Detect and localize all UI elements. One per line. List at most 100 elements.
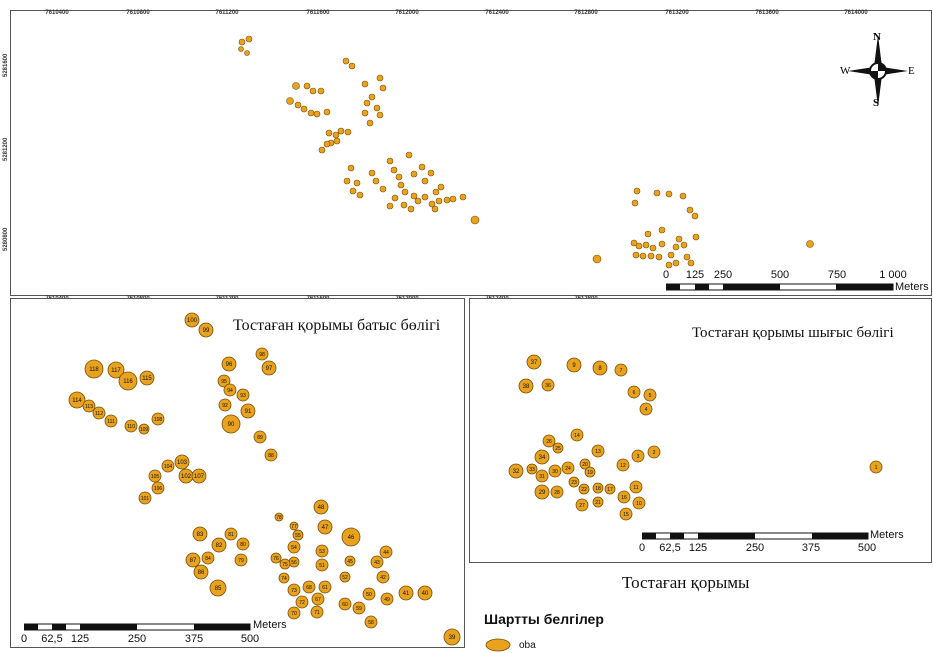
mound-label: 70 bbox=[291, 611, 297, 617]
mound-marker bbox=[278, 572, 290, 584]
mound-label: 10 bbox=[636, 501, 642, 507]
mound-marker bbox=[578, 483, 590, 495]
y-tick-label: 5281200 bbox=[3, 137, 9, 161]
mound-label: 32 bbox=[513, 469, 520, 475]
mound-marker bbox=[124, 419, 138, 433]
mound-label: 73 bbox=[291, 588, 297, 594]
mound-label: 87 bbox=[190, 558, 197, 564]
mound-label: 27 bbox=[579, 503, 585, 509]
mound-marker bbox=[647, 445, 661, 459]
mound-marker bbox=[869, 460, 883, 474]
mound-marker bbox=[151, 412, 165, 426]
mound-marker bbox=[193, 564, 209, 580]
compass-rose-icon bbox=[848, 35, 908, 107]
scalebar-label: 250 bbox=[127, 633, 147, 645]
mound-marker bbox=[548, 464, 562, 478]
mound-marker bbox=[310, 605, 324, 619]
west-detail-map: Тостаған қорымы батыс бөлігі 100 99 98 97 96… bbox=[10, 298, 465, 648]
mound-label: 86 bbox=[198, 570, 205, 576]
scalebar-unit: Meters bbox=[253, 619, 287, 631]
mound-label: 25 bbox=[555, 446, 561, 452]
mound-label: 90 bbox=[228, 422, 235, 428]
mound-marker bbox=[632, 496, 646, 510]
mound-label: 89 bbox=[257, 435, 263, 441]
mound-marker bbox=[218, 398, 232, 412]
mound-marker bbox=[217, 374, 231, 388]
mound-marker bbox=[138, 423, 150, 435]
mound-marker bbox=[584, 466, 596, 478]
mound-label: 115 bbox=[142, 376, 152, 382]
mound-label: 23 bbox=[571, 480, 577, 486]
mound-marker bbox=[191, 468, 207, 484]
compass-s-label: S bbox=[873, 97, 880, 109]
mound-marker bbox=[287, 606, 301, 620]
y-tick-label: 5281600 bbox=[3, 53, 9, 77]
main-map-title: Тостаған қорымы bbox=[622, 573, 750, 592]
scalebar-label: 125 bbox=[688, 542, 708, 554]
mound-label: 72 bbox=[299, 600, 305, 606]
mound-marker bbox=[274, 512, 284, 522]
west-map-title: Тостаған қорымы батыс бөлігі bbox=[233, 317, 441, 334]
mound-marker bbox=[339, 571, 351, 583]
mound-label: 43 bbox=[374, 560, 380, 566]
scalebar-label: 250 bbox=[713, 269, 733, 281]
mound-label: 77 bbox=[291, 524, 297, 530]
mound-marker bbox=[317, 519, 333, 535]
scalebar-label: 0 bbox=[20, 633, 28, 645]
scalebar-unit: Meters bbox=[895, 281, 929, 293]
mound-marker bbox=[104, 414, 118, 428]
mound-marker bbox=[592, 496, 604, 508]
legend-swatch-icon bbox=[485, 638, 511, 652]
mound-marker bbox=[184, 312, 200, 328]
mound-marker bbox=[287, 540, 301, 554]
mound-label: 103 bbox=[177, 460, 188, 466]
overview-map-canvas bbox=[238, 35, 814, 269]
mound-marker bbox=[570, 428, 584, 442]
mound-label: 99 bbox=[203, 328, 210, 334]
mound-marker bbox=[614, 363, 628, 377]
mound-label: 109 bbox=[140, 427, 149, 433]
mound-marker bbox=[380, 592, 394, 606]
overview-scalebar bbox=[666, 283, 894, 291]
mound-marker bbox=[223, 383, 237, 397]
mound-marker bbox=[619, 507, 633, 521]
mound-label: 76 bbox=[273, 556, 279, 562]
mound-marker bbox=[552, 442, 564, 454]
mound-label: 36 bbox=[545, 383, 551, 389]
mound-marker bbox=[575, 498, 589, 512]
scalebar-label: 0 bbox=[638, 542, 646, 554]
mound-label: 33 bbox=[529, 467, 535, 473]
compass-e-label: E bbox=[908, 65, 915, 77]
x-tick-label: 7611600 bbox=[306, 10, 330, 16]
scalebar-label: 500 bbox=[240, 633, 260, 645]
mound-marker bbox=[240, 403, 256, 419]
mound-marker bbox=[236, 388, 250, 402]
mound-label: 116 bbox=[123, 379, 133, 385]
x-tick-label: 7614000 bbox=[844, 10, 868, 16]
mound-label: 118 bbox=[89, 367, 99, 373]
mound-label: 82 bbox=[216, 543, 223, 549]
y-tick-label: 5280800 bbox=[3, 227, 9, 251]
x-tick-label: 7612400 bbox=[485, 10, 509, 16]
mound-label: 47 bbox=[322, 525, 329, 531]
mound-label: 30 bbox=[552, 469, 558, 475]
x-tick-label: 7610800 bbox=[126, 10, 150, 16]
mound-label: 50 bbox=[366, 592, 372, 598]
mound-marker bbox=[535, 469, 549, 483]
mound-label: 75 bbox=[282, 562, 288, 568]
mound-marker bbox=[255, 347, 269, 361]
mound-marker bbox=[379, 545, 393, 559]
mound-label: 39 bbox=[449, 635, 456, 641]
mound-marker bbox=[148, 469, 162, 483]
x-tick-label: 7610400 bbox=[45, 10, 69, 16]
mound-marker bbox=[643, 388, 657, 402]
overview-map: 7610400 7610800 7611200 7611600 7612000 … bbox=[3, 10, 932, 302]
mound-marker bbox=[627, 385, 641, 399]
mound-label: 107 bbox=[194, 474, 205, 480]
mound-marker bbox=[318, 580, 332, 594]
mound-marker bbox=[542, 434, 556, 448]
scalebar-label: 0 bbox=[662, 269, 670, 281]
mound-label: 2 bbox=[653, 450, 656, 456]
